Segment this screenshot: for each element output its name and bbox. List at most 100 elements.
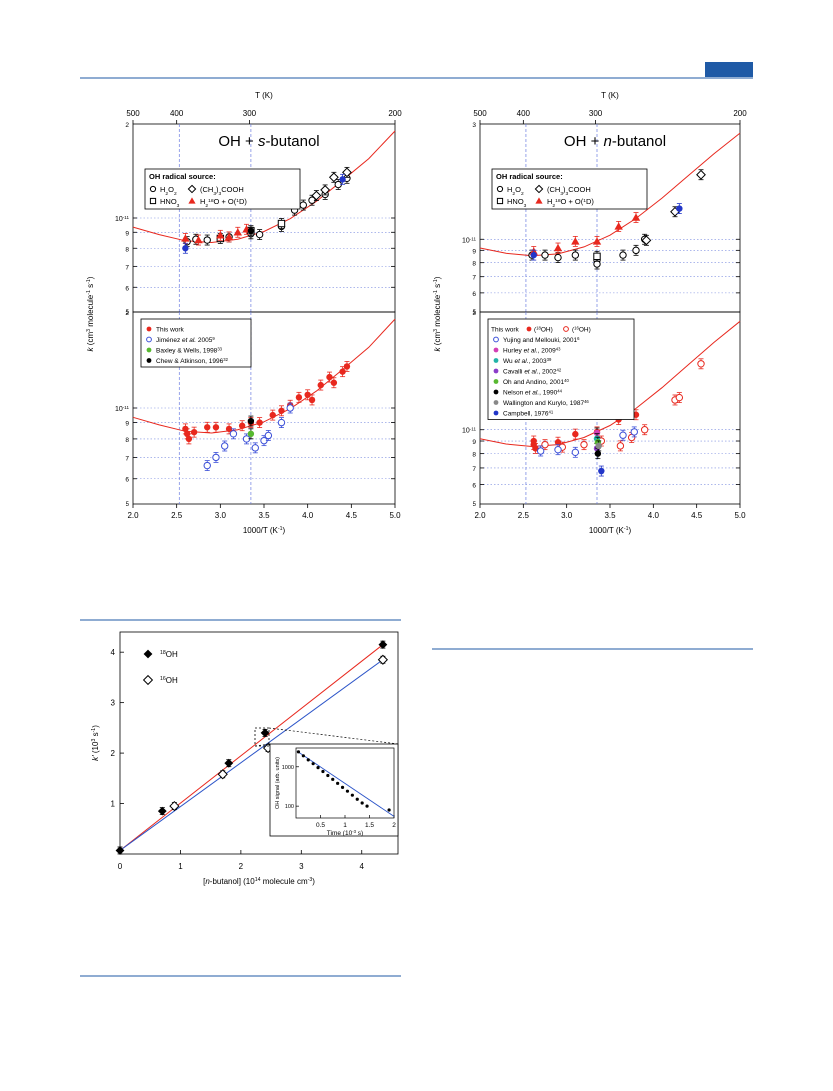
data-point [190, 428, 198, 436]
y-tick-label: 3 [111, 699, 116, 708]
x-tick-label: 4 [360, 862, 365, 871]
y-axis-label: k (cm3 molecule-1 s-1) [86, 276, 95, 351]
x-tick-label: 3.5 [258, 511, 270, 520]
y-tick-label: 10-11 [115, 215, 130, 224]
data-point [212, 424, 220, 431]
data-point [493, 336, 499, 343]
data-point [217, 769, 228, 780]
data-point [256, 419, 263, 426]
data-point [330, 379, 338, 386]
data-point [593, 260, 601, 268]
chart-firstorder: 0 1 2 3 4 1 2 3 4 [n-butanol] (1014 molecule cm-3… [91, 631, 399, 886]
data-point [216, 231, 225, 239]
fit-line [119, 659, 384, 851]
data-point [572, 430, 579, 438]
legend-label: Yujing and Mellouki, 20016 [503, 336, 580, 345]
data-point [534, 184, 544, 194]
x-tick-label: 3.0 [215, 511, 227, 520]
legend-label: Wallington and Kurylo, 198746 [503, 399, 589, 408]
data-point [378, 640, 388, 650]
inset-frame [269, 743, 399, 837]
y-tick-label: 3 [472, 122, 476, 129]
y-tick-label: 7 [472, 275, 476, 282]
y-tick-label: 5 [126, 310, 130, 316]
data-point [308, 396, 316, 404]
data-point [632, 411, 640, 418]
legend-label: Campbell, 197641 [503, 409, 554, 418]
top-tick-label: 300 [243, 109, 257, 118]
x-tick-label: 2.0 [474, 511, 486, 520]
legend-label: H2O2 [507, 185, 524, 197]
data-point [328, 172, 339, 183]
x-tick-label: 3.0 [561, 511, 573, 520]
x-axis-label: 1000/T (K-1) [589, 526, 632, 535]
legend-label: Wu et al., 200339 [503, 357, 552, 366]
y-tick-label: 7 [125, 455, 129, 462]
data-point [592, 237, 602, 245]
data-point [594, 450, 602, 457]
legend-label: Jiménez et al. 20059 [156, 336, 215, 345]
data-point [571, 237, 580, 245]
x-tick-label: 2.5 [518, 511, 530, 520]
legend-label: Nelson et al., 199044 [503, 388, 563, 397]
y-tick-label: 10-11 [462, 236, 477, 245]
y-axis-label: k (cm3 molecule-1 s-1) [433, 276, 442, 351]
fit-line [119, 644, 384, 851]
data-point [233, 228, 242, 236]
data-point [326, 373, 333, 381]
data-point [493, 400, 499, 405]
data-point [185, 435, 193, 443]
legend-title: OH radical source: [149, 172, 216, 181]
data-point [269, 411, 276, 419]
data-point [194, 235, 203, 244]
data-point [320, 185, 331, 195]
legend-label: H218O + O(1D) [200, 197, 247, 209]
inset-fit-line [296, 750, 395, 817]
top-tick-label: 400 [517, 109, 531, 118]
y-tick-label: 6 [125, 477, 129, 484]
fit-curve [132, 130, 396, 244]
data-point [554, 253, 562, 262]
top-tick-label: 500 [473, 109, 487, 118]
y-tick-label: 6 [472, 291, 476, 298]
legend-label: This work [491, 327, 520, 334]
data-point [142, 674, 154, 686]
data-point [224, 232, 234, 241]
data-point [204, 424, 211, 431]
top-tick-label: 400 [170, 109, 184, 118]
x-tick-label: 4.5 [346, 511, 358, 520]
inset-point [350, 793, 354, 797]
y-tick-label: 5 [473, 502, 477, 508]
data-point [229, 430, 238, 438]
x-tick-label: 3 [299, 862, 304, 871]
legend: OH radical source: H2O2 (CH3)3COOH HNO3 H218… [144, 168, 301, 210]
x-tick-label: 1.5 [365, 822, 374, 829]
data-point [224, 758, 234, 768]
data-point [675, 393, 684, 402]
data-point [493, 379, 499, 384]
y-tick-label: 1000 [282, 765, 294, 771]
data-point [317, 381, 324, 389]
data-point [676, 205, 683, 212]
legend-label: HNO3 [160, 197, 180, 209]
data-point [187, 184, 197, 194]
inset-point [360, 801, 364, 805]
legend-label: This work [156, 327, 185, 334]
x-tick-label: 2.5 [171, 511, 183, 520]
data-point [342, 167, 352, 178]
data-point [169, 800, 180, 812]
legend-label: Chew & Atkinson, 199632 [156, 357, 229, 366]
top-tick-label: 200 [388, 109, 402, 118]
plot-frame [479, 123, 741, 313]
data-point [377, 654, 388, 665]
y-tick-label: 10-11 [462, 426, 477, 435]
inset-point [321, 769, 325, 774]
data-point [598, 467, 605, 475]
y-tick-label: 1 [111, 800, 116, 809]
x-tick-label: 3.5 [604, 511, 616, 520]
y-tick-label: 5 [473, 310, 477, 316]
legend-box [487, 318, 635, 420]
x-tick-label: 4.5 [691, 511, 703, 520]
